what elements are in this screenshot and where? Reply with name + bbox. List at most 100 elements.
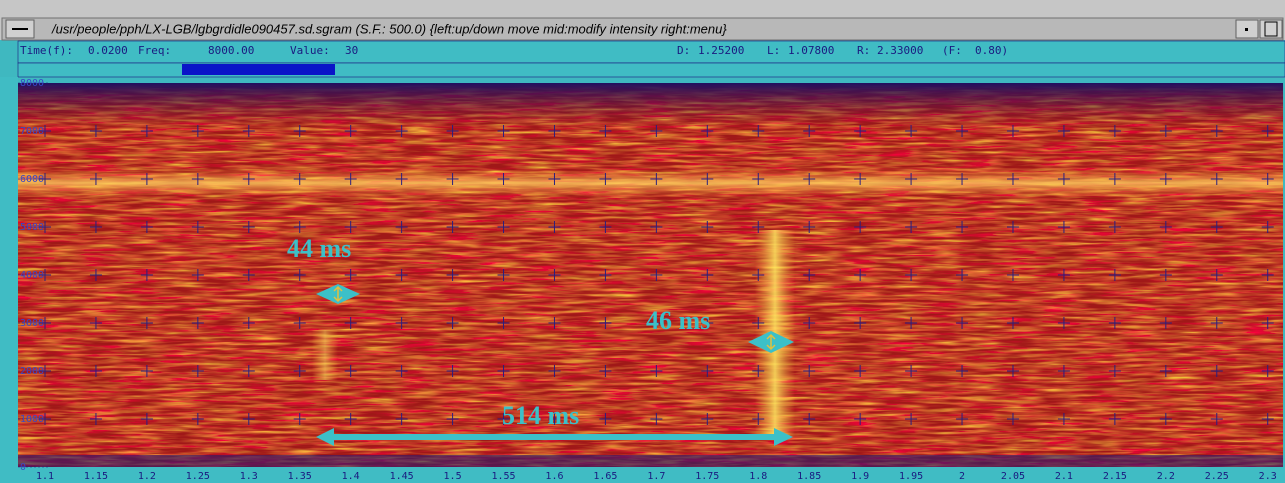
grid-cross — [497, 173, 510, 185]
annotation: 46 ms — [646, 306, 710, 335]
maximize-button[interactable] — [1259, 19, 1283, 39]
grid-cross — [344, 365, 357, 377]
grid-cross — [752, 365, 765, 377]
grid-cross — [1159, 173, 1172, 185]
grid-cross — [191, 269, 204, 281]
status-label: Value: — [290, 44, 330, 57]
grid-cross — [650, 269, 663, 281]
grid-cross — [1108, 413, 1121, 425]
grid-cross — [752, 125, 765, 137]
grid-cross — [140, 365, 153, 377]
grid-cross — [956, 269, 969, 281]
grid-cross — [344, 413, 357, 425]
y-axis-strip — [0, 77, 18, 483]
grid-cross — [89, 317, 102, 329]
grid-cross — [1108, 221, 1121, 233]
x-tick-label: 1.35 — [288, 471, 312, 482]
grid-cross — [701, 269, 714, 281]
grid-cross — [1261, 221, 1274, 233]
grid-cross — [956, 365, 969, 377]
status-value: 1.07800 — [788, 44, 834, 57]
grid-cross — [344, 221, 357, 233]
x-axis-strip — [0, 467, 1285, 483]
grid-cross — [446, 221, 459, 233]
grid-cross — [1159, 269, 1172, 281]
grid-cross — [803, 317, 816, 329]
grid-cross — [191, 173, 204, 185]
grid-cross — [1108, 317, 1121, 329]
grid-cross — [39, 365, 52, 377]
grid-cross — [548, 173, 561, 185]
grid-cross — [395, 413, 408, 425]
x-tick-label: 1.3 — [240, 471, 258, 482]
x-tick-label: 1.9 — [851, 471, 869, 482]
grid-cross — [344, 125, 357, 137]
grid-cross — [650, 365, 663, 377]
spectrogram-burst — [312, 330, 338, 380]
grid-cross — [497, 413, 510, 425]
y-tick-label: 1000 — [20, 414, 44, 425]
grid-cross — [548, 125, 561, 137]
grid-cross — [1159, 365, 1172, 377]
grid-cross — [191, 125, 204, 137]
x-tick-label: 1.2 — [138, 471, 156, 482]
spectrogram-low-band — [18, 455, 1283, 467]
status-label: Time(f): — [20, 44, 73, 57]
grid-cross — [650, 221, 663, 233]
grid-cross — [1057, 173, 1070, 185]
y-tick-label: 2000 — [20, 366, 44, 377]
status-label: L: — [767, 44, 780, 57]
x-tick-label: 1.8 — [749, 471, 767, 482]
grid-cross — [905, 317, 918, 329]
maximize-icon — [1264, 21, 1278, 37]
grid-cross — [854, 365, 867, 377]
grid-cross — [191, 365, 204, 377]
grid-cross — [497, 269, 510, 281]
grid-cross — [1108, 365, 1121, 377]
window-title: /usr/people/pph/LX-LGB/lgbgrdidle090457.… — [51, 21, 727, 36]
grid-cross — [1210, 125, 1223, 137]
grid-cross — [1057, 413, 1070, 425]
grid-cross — [191, 221, 204, 233]
grid-cross — [1210, 173, 1223, 185]
grid-cross — [1057, 125, 1070, 137]
y-tick-label: 3000 — [20, 318, 44, 329]
grid-cross — [1057, 221, 1070, 233]
grid-cross — [242, 173, 255, 185]
grid-cross — [956, 221, 969, 233]
grid-cross — [89, 125, 102, 137]
y-tick-label: 8000 — [20, 78, 44, 89]
grid-cross — [599, 413, 612, 425]
x-tick-label: 1.55 — [491, 471, 515, 482]
grid-cross — [89, 413, 102, 425]
grid-cross — [956, 317, 969, 329]
grid-cross — [956, 173, 969, 185]
grid-cross — [956, 413, 969, 425]
x-tick-label: 1.7 — [647, 471, 665, 482]
grid-cross — [1261, 365, 1274, 377]
grid-cross — [446, 413, 459, 425]
grid-cross — [1159, 125, 1172, 137]
grid-cross — [344, 317, 357, 329]
x-tick-label: 1.25 — [186, 471, 210, 482]
grid-cross — [395, 173, 408, 185]
grid-cross — [497, 317, 510, 329]
grid-cross — [89, 221, 102, 233]
grid-cross — [548, 269, 561, 281]
grid-cross — [701, 413, 714, 425]
grid-cross — [1006, 413, 1019, 425]
grid-cross — [803, 365, 816, 377]
x-tick-label: 1.15 — [84, 471, 108, 482]
grid-cross — [344, 173, 357, 185]
status-value: 0.80) — [975, 44, 1008, 57]
grid-cross — [1108, 125, 1121, 137]
grid-cross — [446, 125, 459, 137]
grid-cross — [1108, 173, 1121, 185]
grid-cross — [497, 365, 510, 377]
grid-cross — [140, 125, 153, 137]
grid-cross — [803, 173, 816, 185]
grid-cross — [905, 125, 918, 137]
scroll-thumb[interactable] — [182, 64, 335, 75]
status-value: 1.25200 — [698, 44, 744, 57]
grid-cross — [752, 221, 765, 233]
